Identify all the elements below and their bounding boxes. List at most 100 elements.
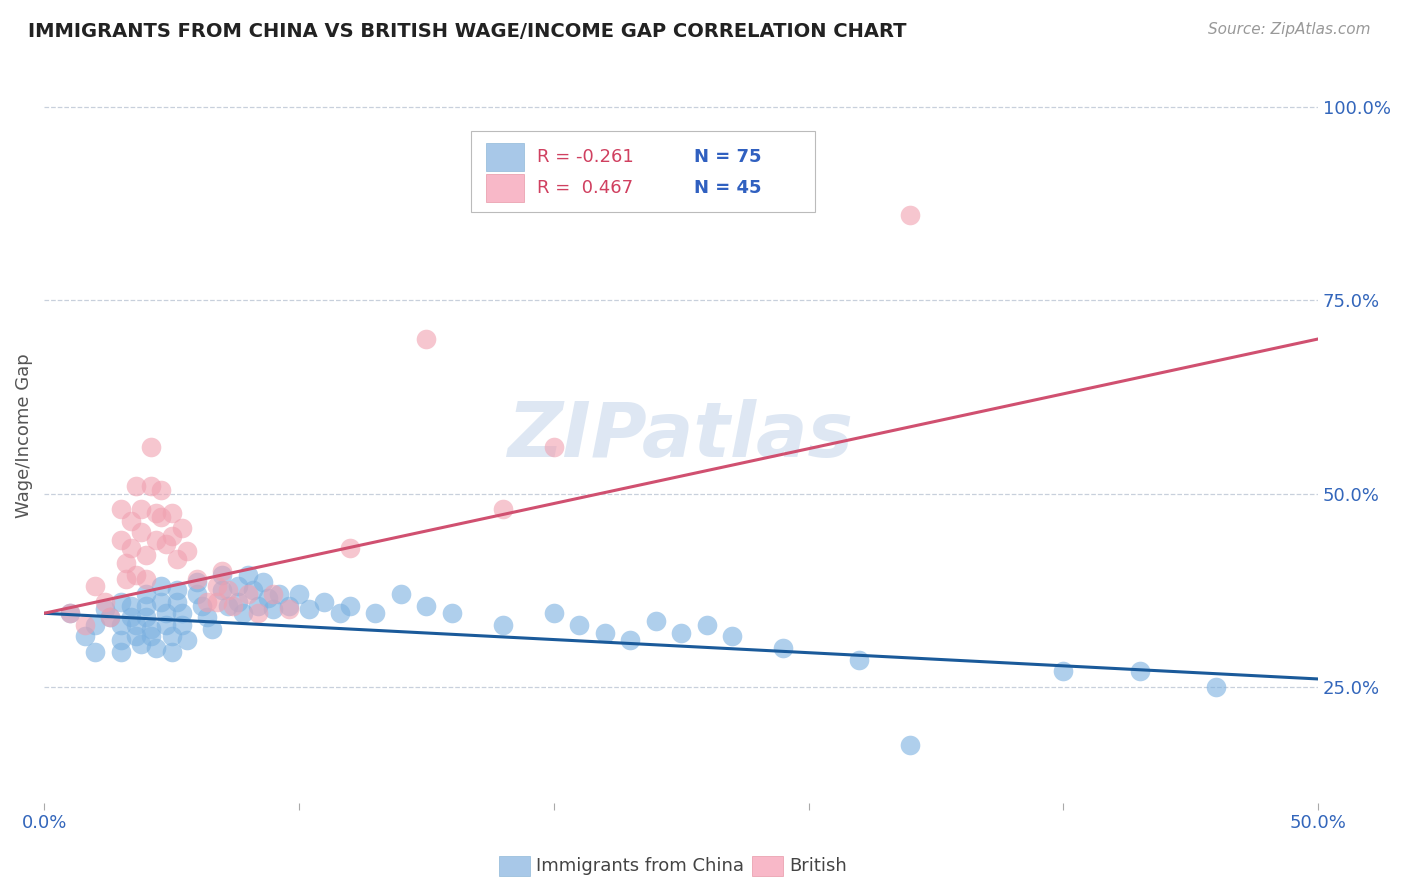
Point [139,622,162,636]
Point [257,591,280,605]
Point [170,607,193,621]
Point [217,583,239,598]
Bar [486,143,524,170]
Point [73,618,96,632]
Point [221,599,243,613]
Point [160,506,183,520]
Point [166,583,188,598]
Point [166,595,188,609]
Point [232,607,254,621]
Point [191,599,214,613]
Point [170,521,193,535]
Point [217,599,239,613]
Point [186,587,208,601]
Point [329,607,352,621]
Point [98,610,121,624]
Point [129,637,152,651]
Point [160,645,183,659]
Point [129,502,152,516]
Point [247,607,270,621]
Point [125,479,148,493]
Point [211,564,233,578]
Point [58,607,80,621]
Point [696,618,718,632]
Point [772,641,794,656]
Point [543,440,565,454]
Point [207,595,229,609]
Point [543,607,565,621]
Point [139,630,162,644]
Point [389,587,412,601]
Point [236,587,259,601]
Point [84,645,107,659]
Point [155,537,177,551]
Point [669,625,692,640]
Point [170,618,193,632]
Point [262,587,284,601]
Point [211,583,233,598]
Point [619,633,641,648]
FancyBboxPatch shape [471,131,815,211]
Point [150,483,173,497]
Point [73,630,96,644]
Point [135,599,157,613]
Text: R =  0.467: R = 0.467 [537,179,633,197]
Point [242,583,264,598]
Point [176,633,198,648]
Point [492,502,515,516]
Point [135,610,157,624]
Point [262,602,284,616]
Point [339,599,361,613]
Point [226,595,249,609]
Text: British: British [789,857,846,875]
Point [120,514,142,528]
Text: N = 75: N = 75 [695,147,762,166]
Point [110,645,132,659]
Point [114,572,136,586]
Point [364,607,387,621]
Point [145,641,167,656]
Point [195,610,218,624]
Point [98,610,121,624]
Point [195,595,218,609]
Point [593,625,616,640]
Point [110,595,132,609]
Point [415,599,437,613]
Point [155,607,177,621]
Point [314,595,336,609]
Point [492,618,515,632]
Point [1205,680,1227,694]
Point [110,533,132,547]
Point [721,630,744,644]
Point [211,567,233,582]
Point [226,579,249,593]
Point [150,579,173,593]
Point [139,440,162,454]
Point [568,618,591,632]
Point [139,479,162,493]
Point [207,579,229,593]
Point [84,579,107,593]
Point [1052,665,1074,679]
Point [125,618,148,632]
Point [440,607,463,621]
Point [848,653,870,667]
Point [120,610,142,624]
Point [277,602,299,616]
Point [150,595,173,609]
Point [135,587,157,601]
Point [110,502,132,516]
Point [94,602,117,616]
Point [120,599,142,613]
Point [125,630,148,644]
Text: N = 45: N = 45 [695,179,762,197]
Point [186,575,208,590]
Point [288,587,311,601]
Text: Source: ZipAtlas.com: Source: ZipAtlas.com [1208,22,1371,37]
Text: IMMIGRANTS FROM CHINA VS BRITISH WAGE/INCOME GAP CORRELATION CHART: IMMIGRANTS FROM CHINA VS BRITISH WAGE/IN… [28,22,907,41]
Point [84,618,107,632]
Point [125,567,148,582]
Point [135,549,157,563]
Point [58,607,80,621]
Point [160,529,183,543]
